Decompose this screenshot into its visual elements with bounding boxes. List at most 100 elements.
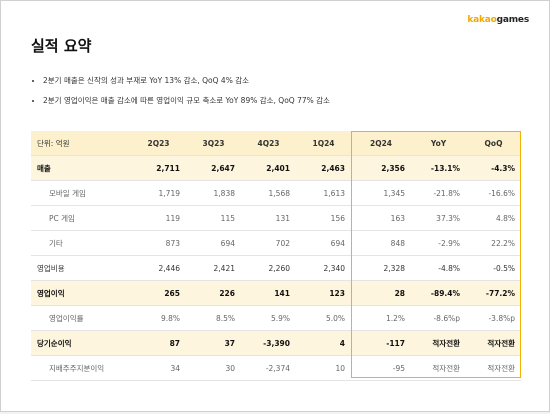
- value-cell: -8.6%p: [411, 305, 466, 331]
- value-cell: 873: [131, 230, 186, 256]
- bullet: 2분기 매출은 신작의 성과 부재로 YoY 13% 감소, QoQ 4% 감소: [43, 75, 330, 86]
- value-cell: -3,390: [241, 330, 296, 356]
- value-cell: 141: [241, 280, 296, 306]
- bullet-list: 2분기 매출은 신작의 성과 부재로 YoY 13% 감소, QoQ 4% 감소…: [29, 75, 330, 115]
- value-cell: 적자전환: [466, 355, 521, 381]
- header-cell: 2Q24: [351, 131, 411, 156]
- value-cell: -77.2%: [466, 280, 521, 306]
- header-cell: YoY: [411, 131, 466, 156]
- value-cell: 1.2%: [351, 305, 411, 331]
- value-cell: 5.9%: [241, 305, 296, 331]
- logo-part: games: [496, 15, 530, 25]
- header-cell: 2Q23: [131, 131, 186, 156]
- header-cell: QoQ: [466, 131, 521, 156]
- header-cell: 단위: 억원: [31, 131, 131, 156]
- value-cell: 28: [351, 280, 411, 306]
- value-cell: 115: [186, 205, 241, 231]
- value-cell: 8.5%: [186, 305, 241, 331]
- value-cell: 적자전환: [411, 355, 466, 381]
- value-cell: 1,838: [186, 180, 241, 206]
- header-cell: 4Q23: [241, 131, 296, 156]
- value-cell: 적자전환: [466, 330, 521, 356]
- value-cell: 2,711: [131, 155, 186, 181]
- value-cell: -117: [351, 330, 411, 356]
- value-cell: -13.1%: [411, 155, 466, 181]
- value-cell: 9.8%: [131, 305, 186, 331]
- value-cell: 4: [296, 330, 351, 356]
- header-cell: 3Q23: [186, 131, 241, 156]
- table-row: 영업이익 265 226 141 123 28 -89.4% -77.2%: [31, 280, 521, 306]
- value-cell: 848: [351, 230, 411, 256]
- logo: kakaogames: [467, 15, 529, 25]
- value-cell: 163: [351, 205, 411, 231]
- value-cell: 2,260: [241, 255, 296, 281]
- value-cell: 34: [131, 355, 186, 381]
- table-row: 모바일 게임 1,719 1,838 1,568 1,613 1,345 -21.8% -16…: [31, 180, 521, 206]
- value-cell: 702: [241, 230, 296, 256]
- value-cell: 1,345: [351, 180, 411, 206]
- table-row: PC 게임 119 115 131 156 163 37.3% 4.8%: [31, 205, 521, 231]
- value-cell: -4.8%: [411, 255, 466, 281]
- value-cell: 5.0%: [296, 305, 351, 331]
- value-cell: 226: [186, 280, 241, 306]
- value-cell: -16.6%: [466, 180, 521, 206]
- table-row: 매출 2,711 2,647 2,401 2,463 2,356 -13.1% -4.3%: [31, 155, 521, 181]
- table-row: 영업이익률 9.8% 8.5% 5.9% 5.0% 1.2% -8.6%p -3.8%p: [31, 305, 521, 331]
- logo-part: kakao: [467, 15, 497, 25]
- results-table: 단위: 억원 2Q23 3Q23 4Q23 1Q24 2Q24 YoY QoQ 매출 2,711…: [31, 131, 521, 381]
- value-cell: -2.9%: [411, 230, 466, 256]
- value-cell: 87: [131, 330, 186, 356]
- value-cell: 2,446: [131, 255, 186, 281]
- value-cell: 37: [186, 330, 241, 356]
- value-cell: 37.3%: [411, 205, 466, 231]
- value-cell: 2,328: [351, 255, 411, 281]
- value-cell: 694: [296, 230, 351, 256]
- value-cell: 156: [296, 205, 351, 231]
- row-label: 매출: [31, 155, 131, 181]
- value-cell: 22.2%: [466, 230, 521, 256]
- value-cell: 10: [296, 355, 351, 381]
- value-cell: 119: [131, 205, 186, 231]
- value-cell: 1,568: [241, 180, 296, 206]
- value-cell: 123: [296, 280, 351, 306]
- row-label: 지배주주지분이익: [31, 355, 131, 381]
- value-cell: 2,356: [351, 155, 411, 181]
- value-cell: 4.8%: [466, 205, 521, 231]
- value-cell: 2,340: [296, 255, 351, 281]
- table-row: 당기순이익 87 37 -3,390 4 -117 적자전환 적자전환: [31, 330, 521, 356]
- row-label: 기타: [31, 230, 131, 256]
- value-cell: 694: [186, 230, 241, 256]
- value-cell: -4.3%: [466, 155, 521, 181]
- value-cell: -95: [351, 355, 411, 381]
- row-label: 영업이익률: [31, 305, 131, 331]
- value-cell: 265: [131, 280, 186, 306]
- row-label: 당기순이익: [31, 330, 131, 356]
- value-cell: 2,463: [296, 155, 351, 181]
- table-row: 기타 873 694 702 694 848 -2.9% 22.2%: [31, 230, 521, 256]
- value-cell: 1,719: [131, 180, 186, 206]
- row-label: 영업이익: [31, 280, 131, 306]
- value-cell: 2,421: [186, 255, 241, 281]
- row-label: 모바일 게임: [31, 180, 131, 206]
- value-cell: 2,647: [186, 155, 241, 181]
- value-cell: -3.8%p: [466, 305, 521, 331]
- header-row: 단위: 억원 2Q23 3Q23 4Q23 1Q24 2Q24 YoY QoQ: [31, 131, 521, 156]
- value-cell: 30: [186, 355, 241, 381]
- value-cell: 적자전환: [411, 330, 466, 356]
- row-label: PC 게임: [31, 205, 131, 231]
- table-row: 지배주주지분이익 34 30 -2,374 10 -95 적자전환 적자전환: [31, 355, 521, 381]
- row-label: 영업비용: [31, 255, 131, 281]
- value-cell: -0.5%: [466, 255, 521, 281]
- value-cell: 1,613: [296, 180, 351, 206]
- value-cell: -21.8%: [411, 180, 466, 206]
- value-cell: -89.4%: [411, 280, 466, 306]
- title: 실적 요약: [31, 37, 92, 55]
- header-cell: 1Q24: [296, 131, 351, 156]
- bullet: 2분기 영업이익은 매출 감소에 따른 영업이익 규모 축소로 YoY 89% …: [43, 95, 330, 106]
- value-cell: 131: [241, 205, 296, 231]
- value-cell: 2,401: [241, 155, 296, 181]
- value-cell: -2,374: [241, 355, 296, 381]
- table-row: 영업비용 2,446 2,421 2,260 2,340 2,328 -4.8% -0.5%: [31, 255, 521, 281]
